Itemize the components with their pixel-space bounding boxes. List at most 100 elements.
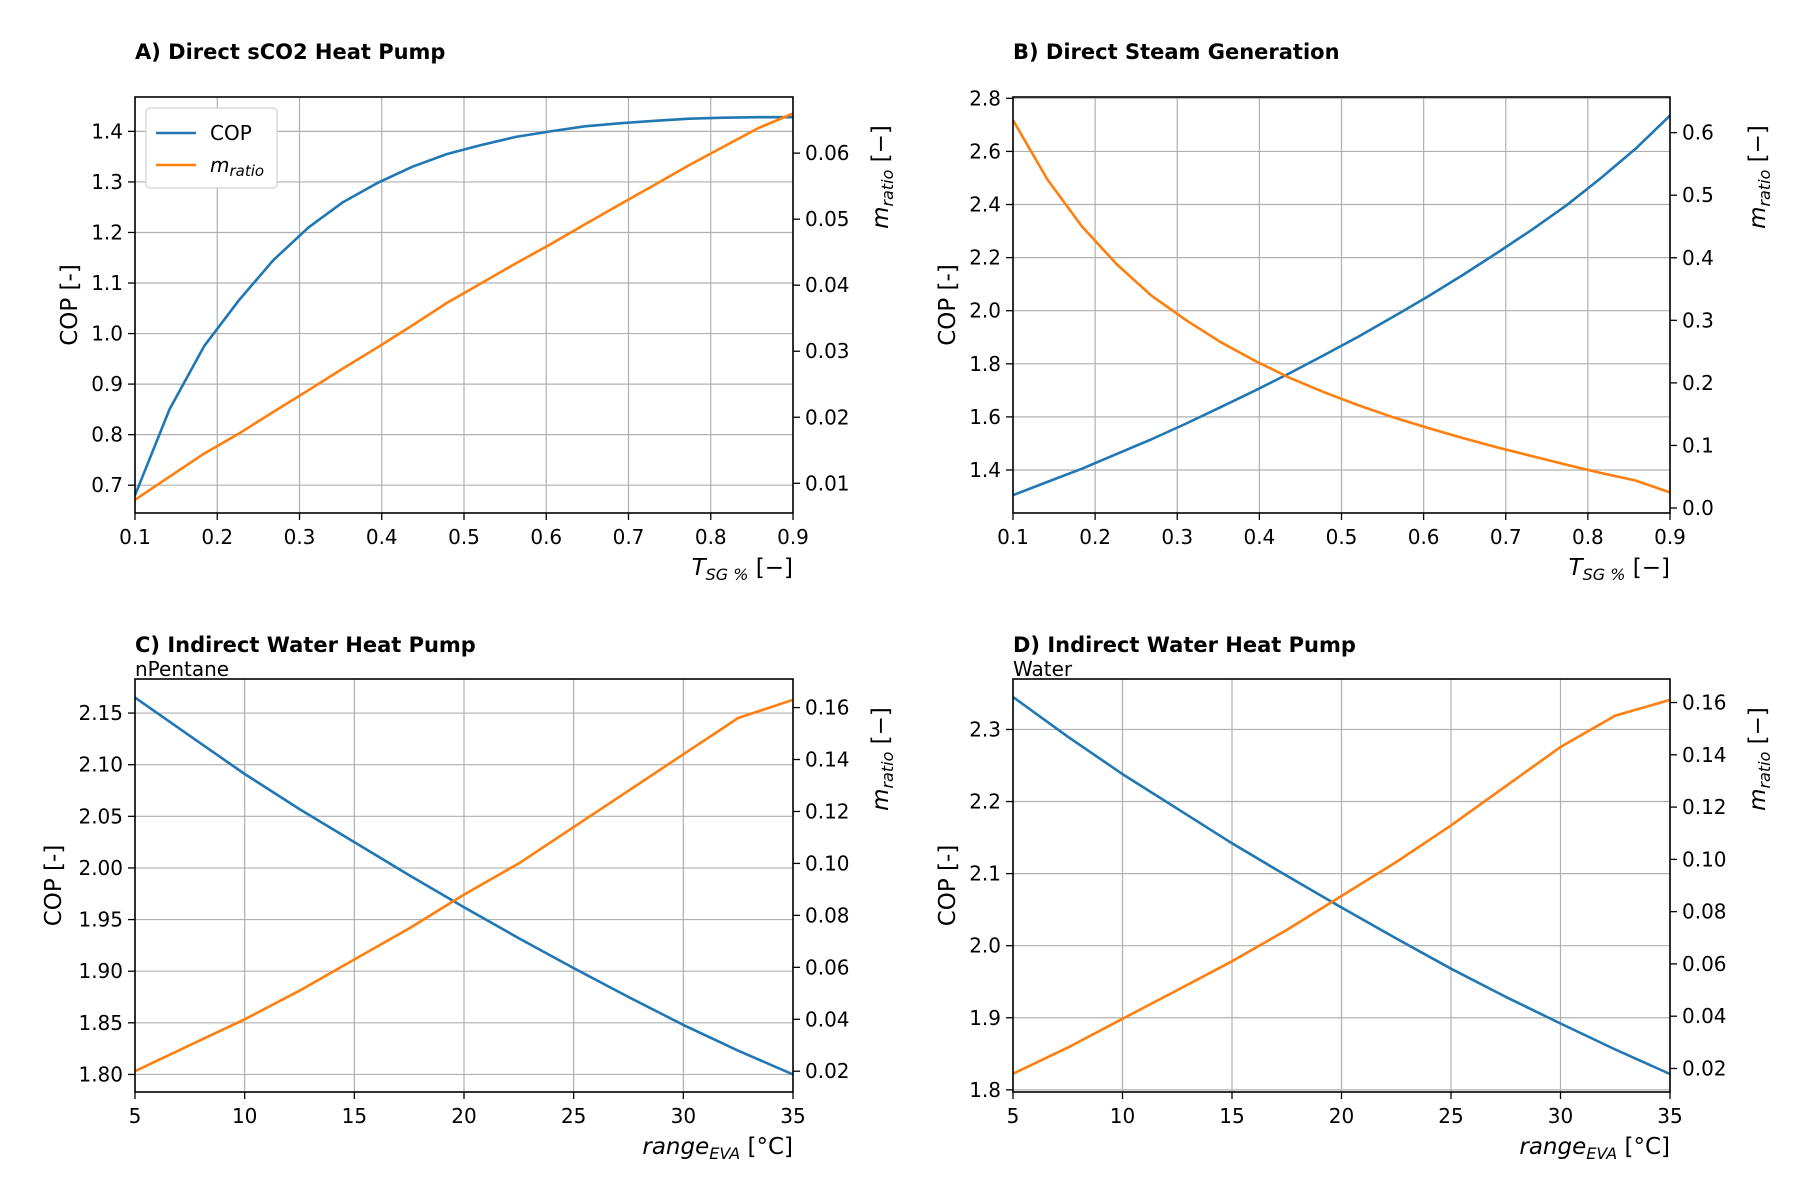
chart-panel-3: 5 10 15 20 25 30 35 1.80 1.85 1.90 1.95 2.00 2.05 2.1… <box>41 633 897 1163</box>
cop-series-line <box>133 115 793 496</box>
x-tick-label: 35 <box>780 1104 805 1128</box>
y-tick-label: 0.9 <box>91 372 123 396</box>
y2-tick-label: 0.4 <box>1682 246 1714 270</box>
cop-series-line <box>1012 114 1671 497</box>
y2-label-main: m <box>868 789 894 811</box>
x-axis-label: TSG % [−] <box>1569 555 1670 584</box>
y2-tick-label: 0.06 <box>805 141 850 165</box>
x-tick-label: 10 <box>232 1104 257 1128</box>
y2-tick-label: 0.14 <box>1682 743 1727 767</box>
y-tick-label: 1.90 <box>78 959 123 983</box>
y-tick-label: 1.0 <box>91 322 123 346</box>
y-tick-label: 1.8 <box>969 352 1001 376</box>
y2-tick-label: 0.10 <box>1682 847 1727 871</box>
x-tick-label: 0.8 <box>1572 525 1604 549</box>
y2-tick-label: 0.16 <box>1682 691 1727 715</box>
y2-tick-label: 0.06 <box>1682 952 1727 976</box>
y-tick-label: 1.95 <box>78 908 123 932</box>
x-tick-label: 0.1 <box>997 525 1029 549</box>
legend-mratio-label: mratio <box>210 153 264 180</box>
x-tick-label: 0.3 <box>284 525 316 549</box>
y2-tick-label: 0.12 <box>1682 795 1727 819</box>
y2-tick-label: 0.02 <box>805 405 850 429</box>
x-tick-label: 0.9 <box>777 525 809 549</box>
cop-series-line <box>134 696 794 1076</box>
x-label-main: range <box>642 1134 709 1160</box>
x-label-unit: [°C] <box>740 1134 793 1160</box>
y2-label-unit: [−] <box>868 707 894 752</box>
x-label-sub: EVA <box>1586 1144 1617 1163</box>
x-label-sub: SG % <box>1583 565 1626 584</box>
x-tick-label: 0.9 <box>1654 525 1686 549</box>
y-tick-label: 1.4 <box>91 119 123 143</box>
y-tick-label: 1.9 <box>969 1006 1001 1030</box>
y2-label-unit: [−] <box>868 125 894 170</box>
x-label-sub: SG % <box>706 565 749 584</box>
y-tick-label: 2.0 <box>969 299 1001 323</box>
legend-label-main: m <box>210 153 229 177</box>
x-tick-label: 20 <box>451 1104 476 1128</box>
x-tick-label: 25 <box>1438 1104 1463 1128</box>
x-label-main: T <box>692 555 708 581</box>
y2-tick-label: 0.08 <box>805 903 850 927</box>
y2-tick-label: 0.04 <box>805 273 850 297</box>
x-tick-label: 0.2 <box>1079 525 1111 549</box>
y-axis-label: COP [-] <box>41 845 67 927</box>
x-tick-label: 25 <box>561 1104 586 1128</box>
x-tick-label: 15 <box>1219 1104 1244 1128</box>
x-axis-label: TSG % [−] <box>692 555 793 584</box>
mratio-series-line <box>134 112 794 501</box>
y2-tick-label: 0.0 <box>1682 496 1714 520</box>
y2-tick-label: 0.12 <box>805 799 850 823</box>
chart-panel-4: 5 10 15 20 25 30 35 1.8 1.9 2.0 2.1 2.2 2.3 0.02 0.04 0… <box>935 633 1774 1163</box>
x-label-main: T <box>1569 555 1585 581</box>
y2-tick-label: 0.5 <box>1682 183 1714 207</box>
y-axis-label: COP [-] <box>935 264 961 346</box>
x-label-sub: EVA <box>709 1144 740 1163</box>
y-tick-label: 1.8 <box>969 1078 1001 1102</box>
y-tick-label: 2.8 <box>969 86 1001 110</box>
y2-tick-label: 0.14 <box>805 748 850 772</box>
x-tick-label: 0.3 <box>1161 525 1193 549</box>
legend-cop-label: COP <box>210 121 252 145</box>
y2-tick-label: 0.03 <box>805 339 850 363</box>
y2-label-main: m <box>1745 789 1771 811</box>
x-tick-label: 0.2 <box>201 525 233 549</box>
x-label-main: range <box>1519 1134 1586 1160</box>
x-tick-label: 15 <box>342 1104 367 1128</box>
x-tick-label: 0.5 <box>1326 525 1358 549</box>
x-label-unit: [−] <box>748 555 793 581</box>
chart-subtitle: Water <box>1013 657 1073 681</box>
mratio-series-line <box>1012 698 1671 1075</box>
x-label-unit: [−] <box>1625 555 1670 581</box>
chart-panel-1: 0.1 0.2 0.3 0.4 0.5 0.6 0.7 0.8 0.9 0.7 0.8 0.9 1.0 1… <box>57 40 897 584</box>
x-tick-label: 30 <box>1548 1104 1573 1128</box>
y-tick-label: 1.4 <box>969 458 1001 482</box>
cop-series-line <box>1012 695 1671 1076</box>
y2-axis-label: mratio [−] <box>1745 125 1774 229</box>
y-axis-label: COP [-] <box>57 264 83 346</box>
y2-label-unit: [−] <box>1745 125 1771 170</box>
x-tick-label: 30 <box>671 1104 696 1128</box>
y-tick-label: 2.2 <box>969 790 1001 814</box>
x-tick-label: 10 <box>1110 1104 1135 1128</box>
y-tick-label: 1.80 <box>78 1062 123 1086</box>
y-axis-label: COP [-] <box>935 845 961 927</box>
y-tick-label: 2.10 <box>78 753 123 777</box>
y2-tick-label: 0.1 <box>1682 433 1714 457</box>
x-tick-label: 0.4 <box>1243 525 1275 549</box>
y2-label-main: m <box>868 207 894 229</box>
y2-axis-label: mratio [−] <box>868 125 897 229</box>
y2-tick-label: 0.6 <box>1682 121 1714 145</box>
y2-tick-label: 0.10 <box>805 851 850 875</box>
y-tick-label: 2.1 <box>969 862 1001 886</box>
y-tick-label: 1.85 <box>78 1011 123 1035</box>
chart-panel-2: 0.1 0.2 0.3 0.4 0.5 0.6 0.7 0.8 0.9 1.4 1.6 1.8 2.0 2… <box>935 40 1774 584</box>
x-tick-label: 0.6 <box>530 525 562 549</box>
x-tick-label: 0.6 <box>1408 525 1440 549</box>
y2-label-sub: ratio <box>878 169 897 206</box>
y-tick-label: 2.05 <box>78 804 123 828</box>
x-label-unit: [°C] <box>1617 1134 1670 1160</box>
y-tick-label: 2.4 <box>969 193 1001 217</box>
y2-tick-label: 0.05 <box>805 207 850 231</box>
